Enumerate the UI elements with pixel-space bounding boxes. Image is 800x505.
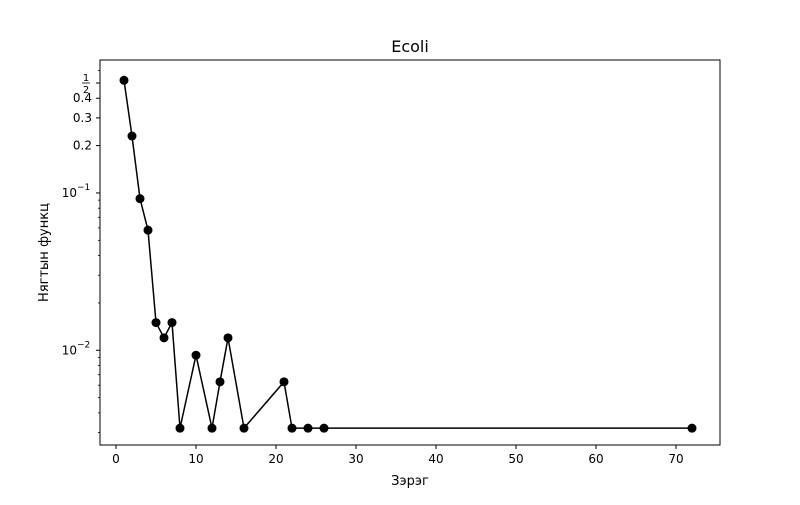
data-point [239, 423, 249, 433]
data-point [319, 423, 329, 433]
data-point [175, 423, 185, 433]
data-point [207, 423, 217, 433]
y-tick-text: 0.2 [73, 139, 92, 153]
series-layer [119, 75, 697, 433]
y-tick-text: 0.4 [73, 91, 92, 105]
x-tick-label: 20 [268, 452, 283, 466]
x-tick-label: 30 [348, 452, 363, 466]
data-point [135, 194, 145, 204]
x-axis-label: Зэрэг [391, 474, 429, 489]
y-tick-label: 10 −1 [62, 183, 91, 200]
data-point [303, 423, 313, 433]
data-point [167, 318, 177, 328]
data-point [279, 377, 289, 387]
series-line [123, 80, 692, 430]
data-point [119, 75, 129, 85]
x-tick-label: 70 [668, 452, 683, 466]
y-tick-numerator: 1 [83, 73, 89, 84]
data-point [687, 423, 697, 433]
y-tick-label: 0.4 [73, 91, 92, 105]
data-point [223, 333, 233, 343]
data-point [143, 225, 153, 235]
y-tick-base: 10 [62, 343, 77, 357]
x-tick-label: 10 [188, 452, 203, 466]
data-point [159, 333, 169, 343]
y-tick-text: 0.3 [73, 111, 92, 125]
y-tick-label: 0.2 [73, 139, 92, 153]
y-tick-denominator: 2 [83, 85, 89, 96]
plot-frame [99, 59, 721, 446]
y-tick-base: 10 [62, 186, 77, 200]
data-point [287, 423, 297, 433]
x-tick-label: 60 [588, 452, 603, 466]
y-tick-label: 0.3 [73, 111, 92, 125]
data-point [215, 377, 225, 387]
y-axis-label: Нягтын функц [37, 203, 52, 302]
x-tick-label: 0 [112, 452, 120, 466]
y-tick-label: 12 [82, 73, 90, 96]
x-tick-label: 50 [508, 452, 523, 466]
chart-title: Ecoli [391, 37, 429, 56]
x-tick-label: 40 [428, 452, 443, 466]
y-tick-exponent: −2 [77, 340, 90, 350]
data-point [127, 131, 137, 141]
y-tick-label: 10 −2 [62, 340, 91, 357]
data-point [191, 350, 201, 360]
y-tick-exponent: −1 [77, 183, 90, 193]
data-point [151, 318, 161, 328]
